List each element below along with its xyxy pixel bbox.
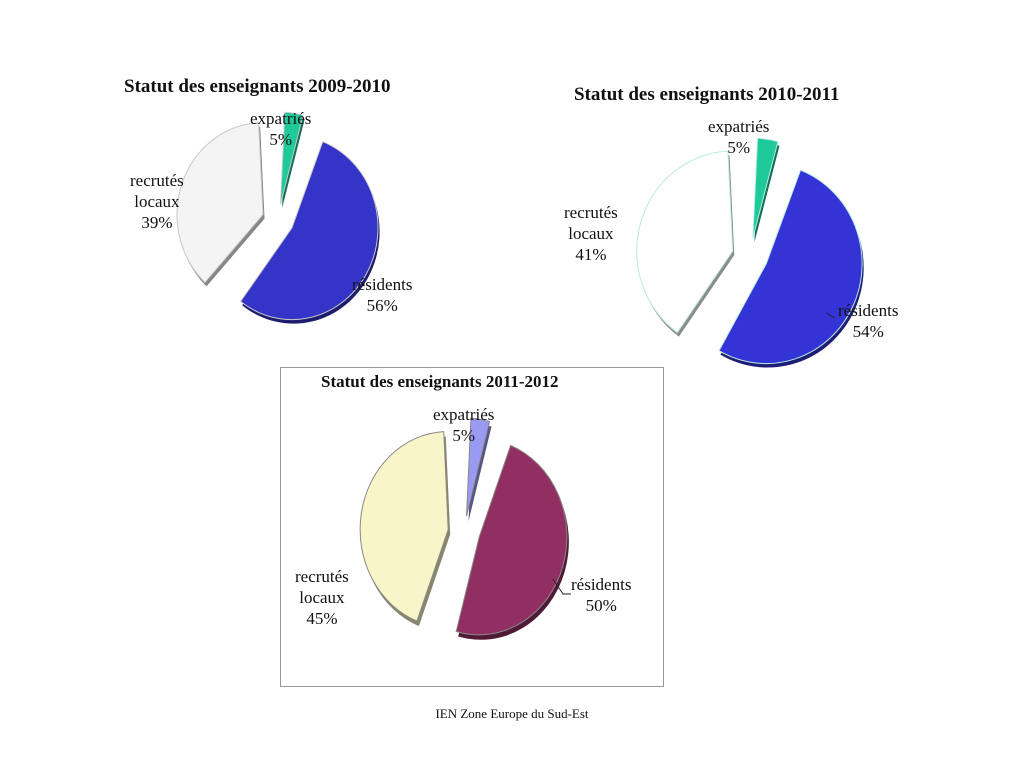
slice-face [466,417,491,517]
slice-label-residents: résidents 56% [352,275,413,315]
slice-expatries [466,417,492,522]
slice-label-expatries: expatriés 5% [433,405,495,445]
chart-title: Statut des enseignants 2010-2011 [574,84,840,105]
slice-face [455,444,568,636]
pie-chart-2009-2010: Statut des enseignants 2009-2010 expatri… [110,70,470,340]
pie-svg [359,417,571,640]
slice-face [280,111,304,205]
slice-label-residents: résidents 54% [838,301,899,341]
slice-residents [718,169,864,368]
slice-recrutes-locaux [636,150,735,337]
slice-face [718,169,863,365]
slice-expatries [752,137,780,243]
slice-label-expatries: expatriés 5% [708,117,770,157]
slice-label-recrutes-locaux: recrutés locaux 45% [295,567,349,628]
leader-line-residents [552,578,571,595]
slice-label-recrutes-locaux: recrutés locaux 41% [564,203,618,264]
pie-svg [176,111,380,324]
slice-face [176,122,264,284]
slice-label-recrutes-locaux: recrutés locaux 39% [130,171,184,232]
pie-svg [636,137,864,368]
slice-expatries [280,111,305,209]
slice-face [636,150,734,334]
footer-credit: IEN Zone Europe du Sud-Est [435,706,589,721]
slice-residents [455,444,569,640]
pie-chart-2010-2011: Statut des enseignants 2010-2011 expatri… [550,78,930,368]
slice-recrutes-locaux [176,122,265,287]
slice-recrutes-locaux [359,431,451,627]
chart-title: Statut des enseignants 2009-2010 [124,76,391,97]
slice-face [239,141,379,321]
slice-label-residents: résidents 50% [571,575,632,615]
slice-face [752,137,779,239]
slice-face [359,431,449,622]
pie-chart-2011-2012: Statut des enseignants 2011-2012 expatri… [280,367,664,687]
leader-line-residents [825,312,836,319]
slice-residents [239,141,380,324]
chart-title: Statut des enseignants 2011-2012 [321,372,559,391]
slice-label-expatries: expatriés 5% [250,109,312,149]
